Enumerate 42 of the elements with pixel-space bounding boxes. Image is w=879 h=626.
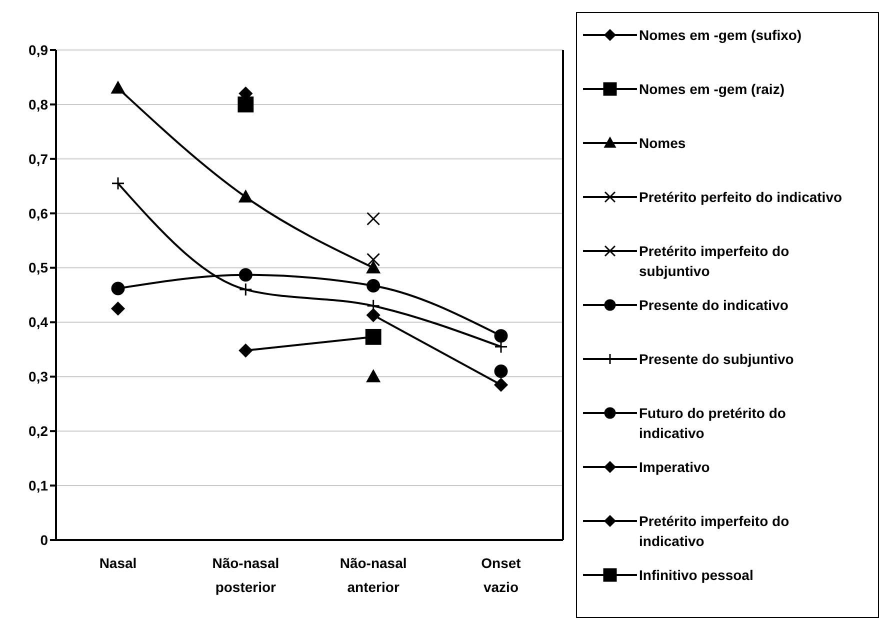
point — [494, 329, 508, 343]
y-tick-label: 0,4 — [28, 314, 48, 330]
legend-label: Pretérito imperfeito do indicativo — [639, 512, 790, 551]
point — [494, 378, 508, 392]
x-tick-label: Nasal — [99, 555, 137, 571]
point — [366, 278, 380, 292]
point — [366, 370, 380, 382]
point — [366, 261, 380, 274]
legend-label: Presente do subjuntivo — [639, 350, 795, 369]
legend-label: Infinitivo pessoal — [639, 566, 754, 585]
point — [494, 364, 508, 378]
legend-label: Futuro do pretérito do indicativo — [639, 404, 787, 443]
point — [238, 268, 252, 282]
y-tick-label: 0,3 — [28, 368, 48, 385]
legend-label: Pretérito imperfeito do subjuntivo — [639, 242, 790, 281]
point — [366, 252, 380, 266]
y-tick-label: 0,1 — [28, 478, 48, 494]
y-tick-label: 0,7 — [28, 150, 48, 167]
point — [238, 190, 252, 203]
y-tick-label: 0,9 — [28, 42, 48, 58]
x-tick-label: Onset vazio — [481, 555, 522, 595]
point — [111, 81, 125, 94]
legend-label: Pretérito perfeito do indicativo — [639, 188, 844, 207]
y-tick-label: 0,6 — [28, 205, 48, 222]
point — [366, 212, 380, 226]
y-tick-label: 0 — [40, 532, 48, 548]
point — [111, 176, 125, 190]
legend-label: Presente do indicativo — [639, 296, 790, 315]
point — [111, 282, 125, 296]
y-tick-label: 0,5 — [28, 260, 48, 276]
x-tick-label: Não-nasal posterior — [212, 555, 280, 595]
point — [238, 96, 254, 112]
legend-label: Imperativo — [639, 458, 711, 477]
y-tick-label: 0,2 — [28, 423, 48, 440]
point — [238, 344, 252, 358]
x-tick-label: Não-nasal anterior — [340, 555, 407, 595]
point — [366, 308, 380, 322]
legend-label: Nomes em -gem (raiz) — [639, 80, 786, 99]
legend-label: Nomes — [639, 134, 687, 153]
point — [111, 302, 125, 316]
y-tick-label: 0,8 — [28, 96, 48, 112]
legend-label: Nomes em -gem (sufixo) — [639, 26, 803, 45]
